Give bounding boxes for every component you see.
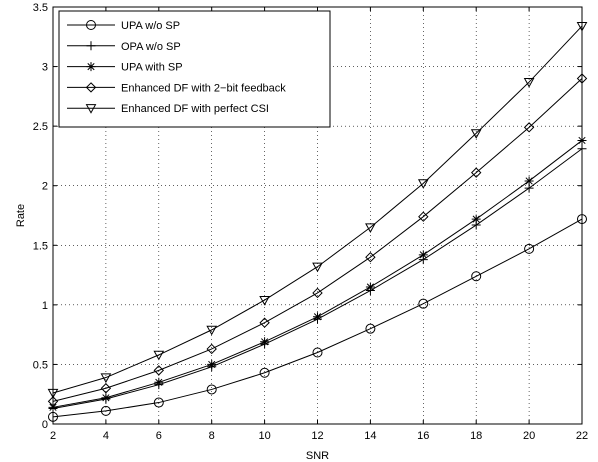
- data-point-circle: [365, 323, 376, 334]
- series-layer: [47, 21, 588, 422]
- data-point-star: [524, 176, 534, 186]
- legend-marker-plus: [86, 41, 96, 51]
- data-point-circle: [418, 298, 429, 309]
- x-axis-label: SNR: [306, 450, 329, 462]
- x-tick-label: 20: [523, 430, 535, 442]
- data-point-circle: [312, 347, 323, 358]
- data-point-triangle-down: [206, 325, 218, 336]
- legend-item: Enhanced DF with 2−bit feedback: [67, 82, 286, 94]
- legend-label: Enhanced DF with perfect CSI: [121, 103, 269, 115]
- legend-label: UPA with SP: [121, 62, 183, 74]
- data-point-diamond: [259, 317, 270, 328]
- y-tick-label: 2: [42, 181, 48, 193]
- data-point-triangle-down: [259, 295, 270, 306]
- data-point-star: [313, 312, 322, 322]
- data-point-star: [154, 377, 164, 387]
- y-tick-label: 1: [42, 300, 48, 312]
- data-point-circle: [259, 367, 270, 378]
- data-point-star: [471, 214, 481, 224]
- data-point-star: [418, 250, 428, 260]
- legend-item: OPA w/o SP: [67, 41, 181, 53]
- x-tick-label: 16: [417, 430, 429, 442]
- y-tick-label: 2.5: [33, 121, 48, 133]
- data-point-triangle-down: [470, 129, 482, 139]
- y-tick-label: 1.5: [33, 240, 48, 252]
- data-point-star: [260, 337, 270, 347]
- legend-box: [58, 10, 331, 128]
- series-plus: [48, 144, 587, 414]
- legend-marker-diamond: [85, 82, 97, 93]
- legend-label: UPA w/o SP: [121, 20, 180, 32]
- x-tick-label: 4: [103, 430, 109, 442]
- data-point-diamond: [153, 365, 165, 376]
- legend-item: UPA w/o SP: [67, 20, 180, 32]
- data-point-triangle-down: [100, 373, 112, 384]
- y-tick-label: 0.5: [33, 359, 48, 371]
- axis-ticks: 2 4 6 8 10 12 14 16 18 20 22 0 0.5 1 1.5 2 2.5 3 3.5: [33, 2, 588, 442]
- data-point-triangle-down: [153, 350, 165, 361]
- legend-marker-star: [86, 62, 96, 72]
- data-point-diamond: [100, 383, 112, 394]
- x-tick-label: 2: [50, 430, 56, 442]
- series-line: [52, 25, 583, 394]
- data-point-diamond: [418, 211, 429, 222]
- y-axis-label: Rate: [15, 204, 27, 227]
- x-tick-label: 8: [209, 430, 215, 442]
- data-point-diamond: [523, 122, 535, 133]
- x-tick-label: 12: [311, 430, 323, 442]
- legend: UPA w/o SP OPA w/o SP UPA with SP Enhanced …: [58, 10, 331, 128]
- legend-marker-triangle-down: [85, 104, 97, 114]
- legend-label: OPA w/o SP: [121, 41, 181, 53]
- data-point-circle: [153, 397, 164, 408]
- data-point-diamond: [470, 167, 482, 178]
- y-tick-label: 3.5: [33, 2, 48, 14]
- data-point-star: [365, 282, 375, 292]
- x-tick-label: 14: [364, 430, 376, 442]
- x-tick-label: 10: [258, 430, 270, 442]
- x-tick-label: 18: [470, 430, 482, 442]
- data-point-circle: [524, 243, 535, 254]
- x-tick-label: 22: [576, 430, 588, 442]
- series-triangle-down: [47, 21, 588, 399]
- data-point-star: [101, 393, 111, 403]
- data-point-diamond: [365, 251, 376, 263]
- data-point-triangle-down: [312, 262, 323, 273]
- data-point-diamond: [312, 287, 323, 299]
- data-point-triangle-down: [365, 223, 376, 233]
- legend-item: Enhanced DF with perfect CSI: [67, 103, 269, 115]
- legend-marker-circle: [86, 20, 96, 30]
- series-line: [52, 78, 583, 402]
- data-point-star: [207, 359, 217, 369]
- series-line: [52, 218, 583, 418]
- data-point-circle: [471, 271, 482, 282]
- y-tick-label: 0: [42, 419, 48, 431]
- data-point-diamond: [206, 343, 217, 355]
- data-point-triangle-down: [523, 77, 535, 88]
- x-tick-label: 6: [156, 430, 162, 442]
- legend-label: Enhanced DF with 2−bit feedback: [121, 82, 286, 94]
- y-tick-label: 3: [42, 62, 48, 74]
- legend-item: UPA with SP: [67, 62, 183, 74]
- data-point-circle: [100, 405, 111, 416]
- data-point-triangle-down: [417, 179, 429, 189]
- series-star: [48, 135, 587, 412]
- data-point-circle: [206, 384, 217, 395]
